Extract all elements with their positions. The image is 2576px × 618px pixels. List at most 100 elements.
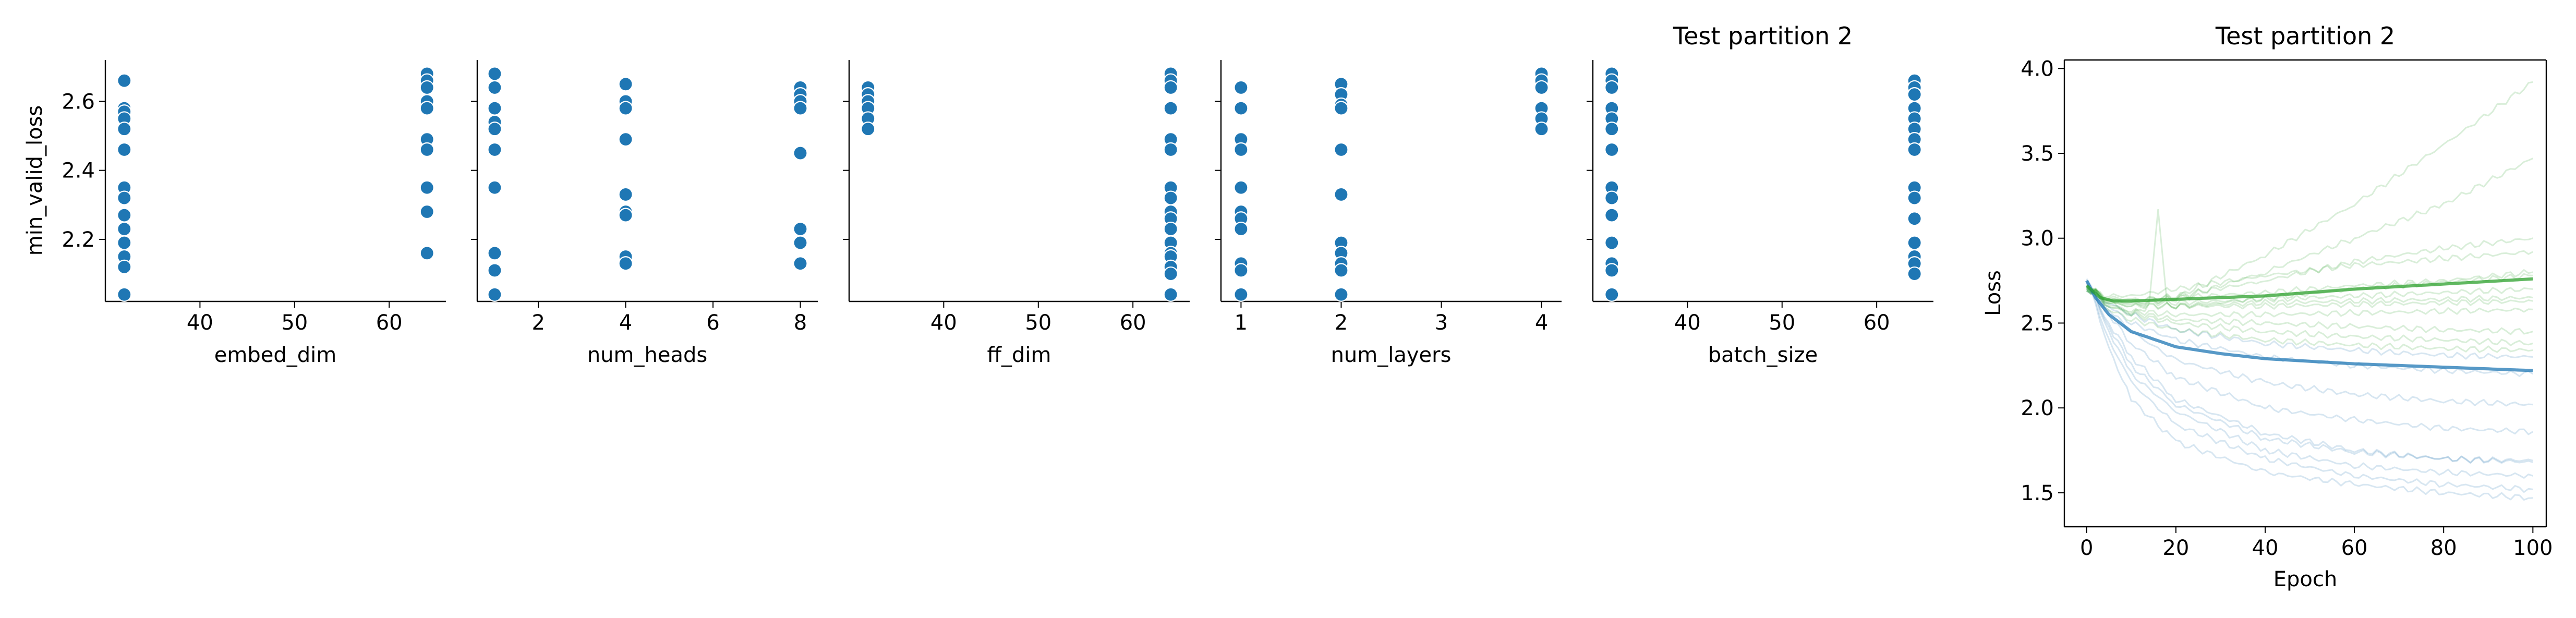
green-loss-curve	[2086, 287, 2533, 335]
x-axis-label: embed_dim	[214, 343, 336, 367]
green-loss-curve	[2086, 287, 2533, 319]
blue-loss-curve	[2086, 283, 2533, 464]
green-loss-curve	[2086, 285, 2533, 346]
scatter-point	[793, 222, 808, 237]
x-tick-label: 60	[1120, 311, 1146, 335]
y-tick-label: 2.5	[2021, 311, 2054, 335]
x-tick-label: 40	[2252, 536, 2279, 560]
y-tick-label: 2.2	[62, 228, 95, 252]
x-tick-label: 8	[794, 311, 807, 335]
x-tick-label: 2	[531, 311, 545, 335]
green-loss-curve	[2085, 277, 2533, 303]
scatter-point	[1163, 266, 1178, 282]
scatter-point	[618, 208, 633, 223]
scatter-point	[1534, 122, 1549, 137]
scatter-point	[419, 142, 434, 157]
x-tick-label: 40	[930, 311, 957, 335]
scatter-point	[117, 142, 132, 157]
blue-loss-curve	[2086, 278, 2533, 479]
green-loss-curve	[2086, 81, 2533, 308]
scatter-point	[1604, 263, 1619, 278]
scatter-point	[1163, 80, 1178, 95]
x-tick-label: 40	[187, 311, 213, 335]
blue-loss-curve	[2085, 280, 2533, 372]
scatter-point	[487, 180, 502, 195]
green-loss-curve	[2086, 284, 2533, 353]
y-tick-label: 3.0	[2021, 227, 2054, 251]
x-axis-label: batch_size	[1708, 343, 1818, 367]
scatter-point	[1334, 187, 1349, 202]
scatter-point	[487, 122, 502, 137]
scatter-point	[1334, 287, 1349, 302]
x-tick-label: 50	[281, 311, 308, 335]
scatter-point	[487, 246, 502, 261]
scatter-point	[1163, 101, 1178, 116]
x-axis-label: Epoch	[2273, 567, 2337, 591]
scatter-point	[487, 287, 502, 302]
scatter-point	[487, 80, 502, 95]
x-tick-label: 6	[706, 311, 719, 335]
scatter-point	[1907, 190, 1922, 205]
scatter-panel-embed-dim: embed_dim min_valid_loss 40 50 60 2.2 2.4 2.6	[23, 60, 446, 367]
scatter-panel-num-heads: num_heads 2 4 6 8	[471, 60, 818, 367]
scatter-point	[1604, 80, 1619, 95]
x-tick-label: 3	[1435, 311, 1448, 335]
scatter-point	[793, 256, 808, 271]
panel-title: Test partition 2	[2215, 22, 2395, 50]
scatter-point	[117, 287, 132, 302]
panel-title: Test partition 2	[1673, 22, 1853, 50]
scatter-point	[618, 132, 633, 147]
scatter-point	[487, 142, 502, 157]
scatter-point	[1334, 142, 1349, 157]
scatter-point	[1233, 263, 1249, 278]
green-loss-curve	[2086, 288, 2533, 310]
x-tick-label: 50	[1769, 311, 1795, 335]
scatter-point	[117, 235, 132, 250]
scatter-point	[1334, 263, 1349, 278]
scatter-point	[419, 180, 434, 195]
blue-loss-curve	[2086, 285, 2533, 464]
scatter-point	[117, 122, 132, 137]
y-axis-label: Loss	[1981, 270, 2005, 316]
scatter-point	[1604, 142, 1619, 157]
x-axis-label: num_heads	[587, 343, 707, 367]
green-loss-curve	[2086, 250, 2533, 298]
scatter-point	[487, 101, 502, 116]
x-tick-label: 4	[619, 311, 632, 335]
scatter-point	[419, 204, 434, 220]
blue-loss-curve	[2086, 280, 2533, 501]
scatter-point	[1907, 235, 1922, 250]
blue-loss-curve	[2086, 286, 2534, 435]
y-tick-label: 2.0	[2021, 396, 2054, 420]
scatter-point	[1163, 142, 1178, 157]
scatter-point	[1907, 211, 1922, 226]
scatter-point	[1604, 235, 1619, 250]
blue-loss-curve	[2086, 281, 2533, 493]
scatter-point	[117, 259, 132, 274]
y-tick-label: 1.5	[2021, 481, 2054, 505]
y-tick-label: 4.0	[2021, 57, 2054, 81]
scatter-point	[117, 190, 132, 205]
scatter-point	[487, 66, 502, 81]
scatter-point	[1604, 208, 1619, 223]
scatter-point	[1233, 222, 1249, 237]
scatter-point	[1334, 101, 1349, 116]
scatter-point	[1604, 287, 1619, 302]
scatter-point	[117, 208, 132, 223]
scatter-point	[793, 101, 808, 116]
x-tick-label: 2	[1335, 311, 1348, 335]
scatter-point	[618, 101, 633, 116]
scatter-point	[1534, 80, 1549, 95]
scatter-point	[117, 73, 132, 88]
x-tick-label: 60	[376, 311, 403, 335]
scatter-point	[1233, 101, 1249, 116]
green-loss-curve	[2086, 287, 2533, 307]
x-tick-label: 40	[1674, 311, 1701, 335]
x-tick-label: 20	[2162, 536, 2189, 560]
scatter-point	[1907, 266, 1922, 282]
line-panel-loss-curves: Test partition 2 Epoch Loss 0 20 40 60 80 100…	[1981, 22, 2553, 591]
blue-loss-curve	[2086, 287, 2533, 407]
x-tick-label: 4	[1535, 311, 1548, 335]
x-tick-label: 60	[1864, 311, 1890, 335]
